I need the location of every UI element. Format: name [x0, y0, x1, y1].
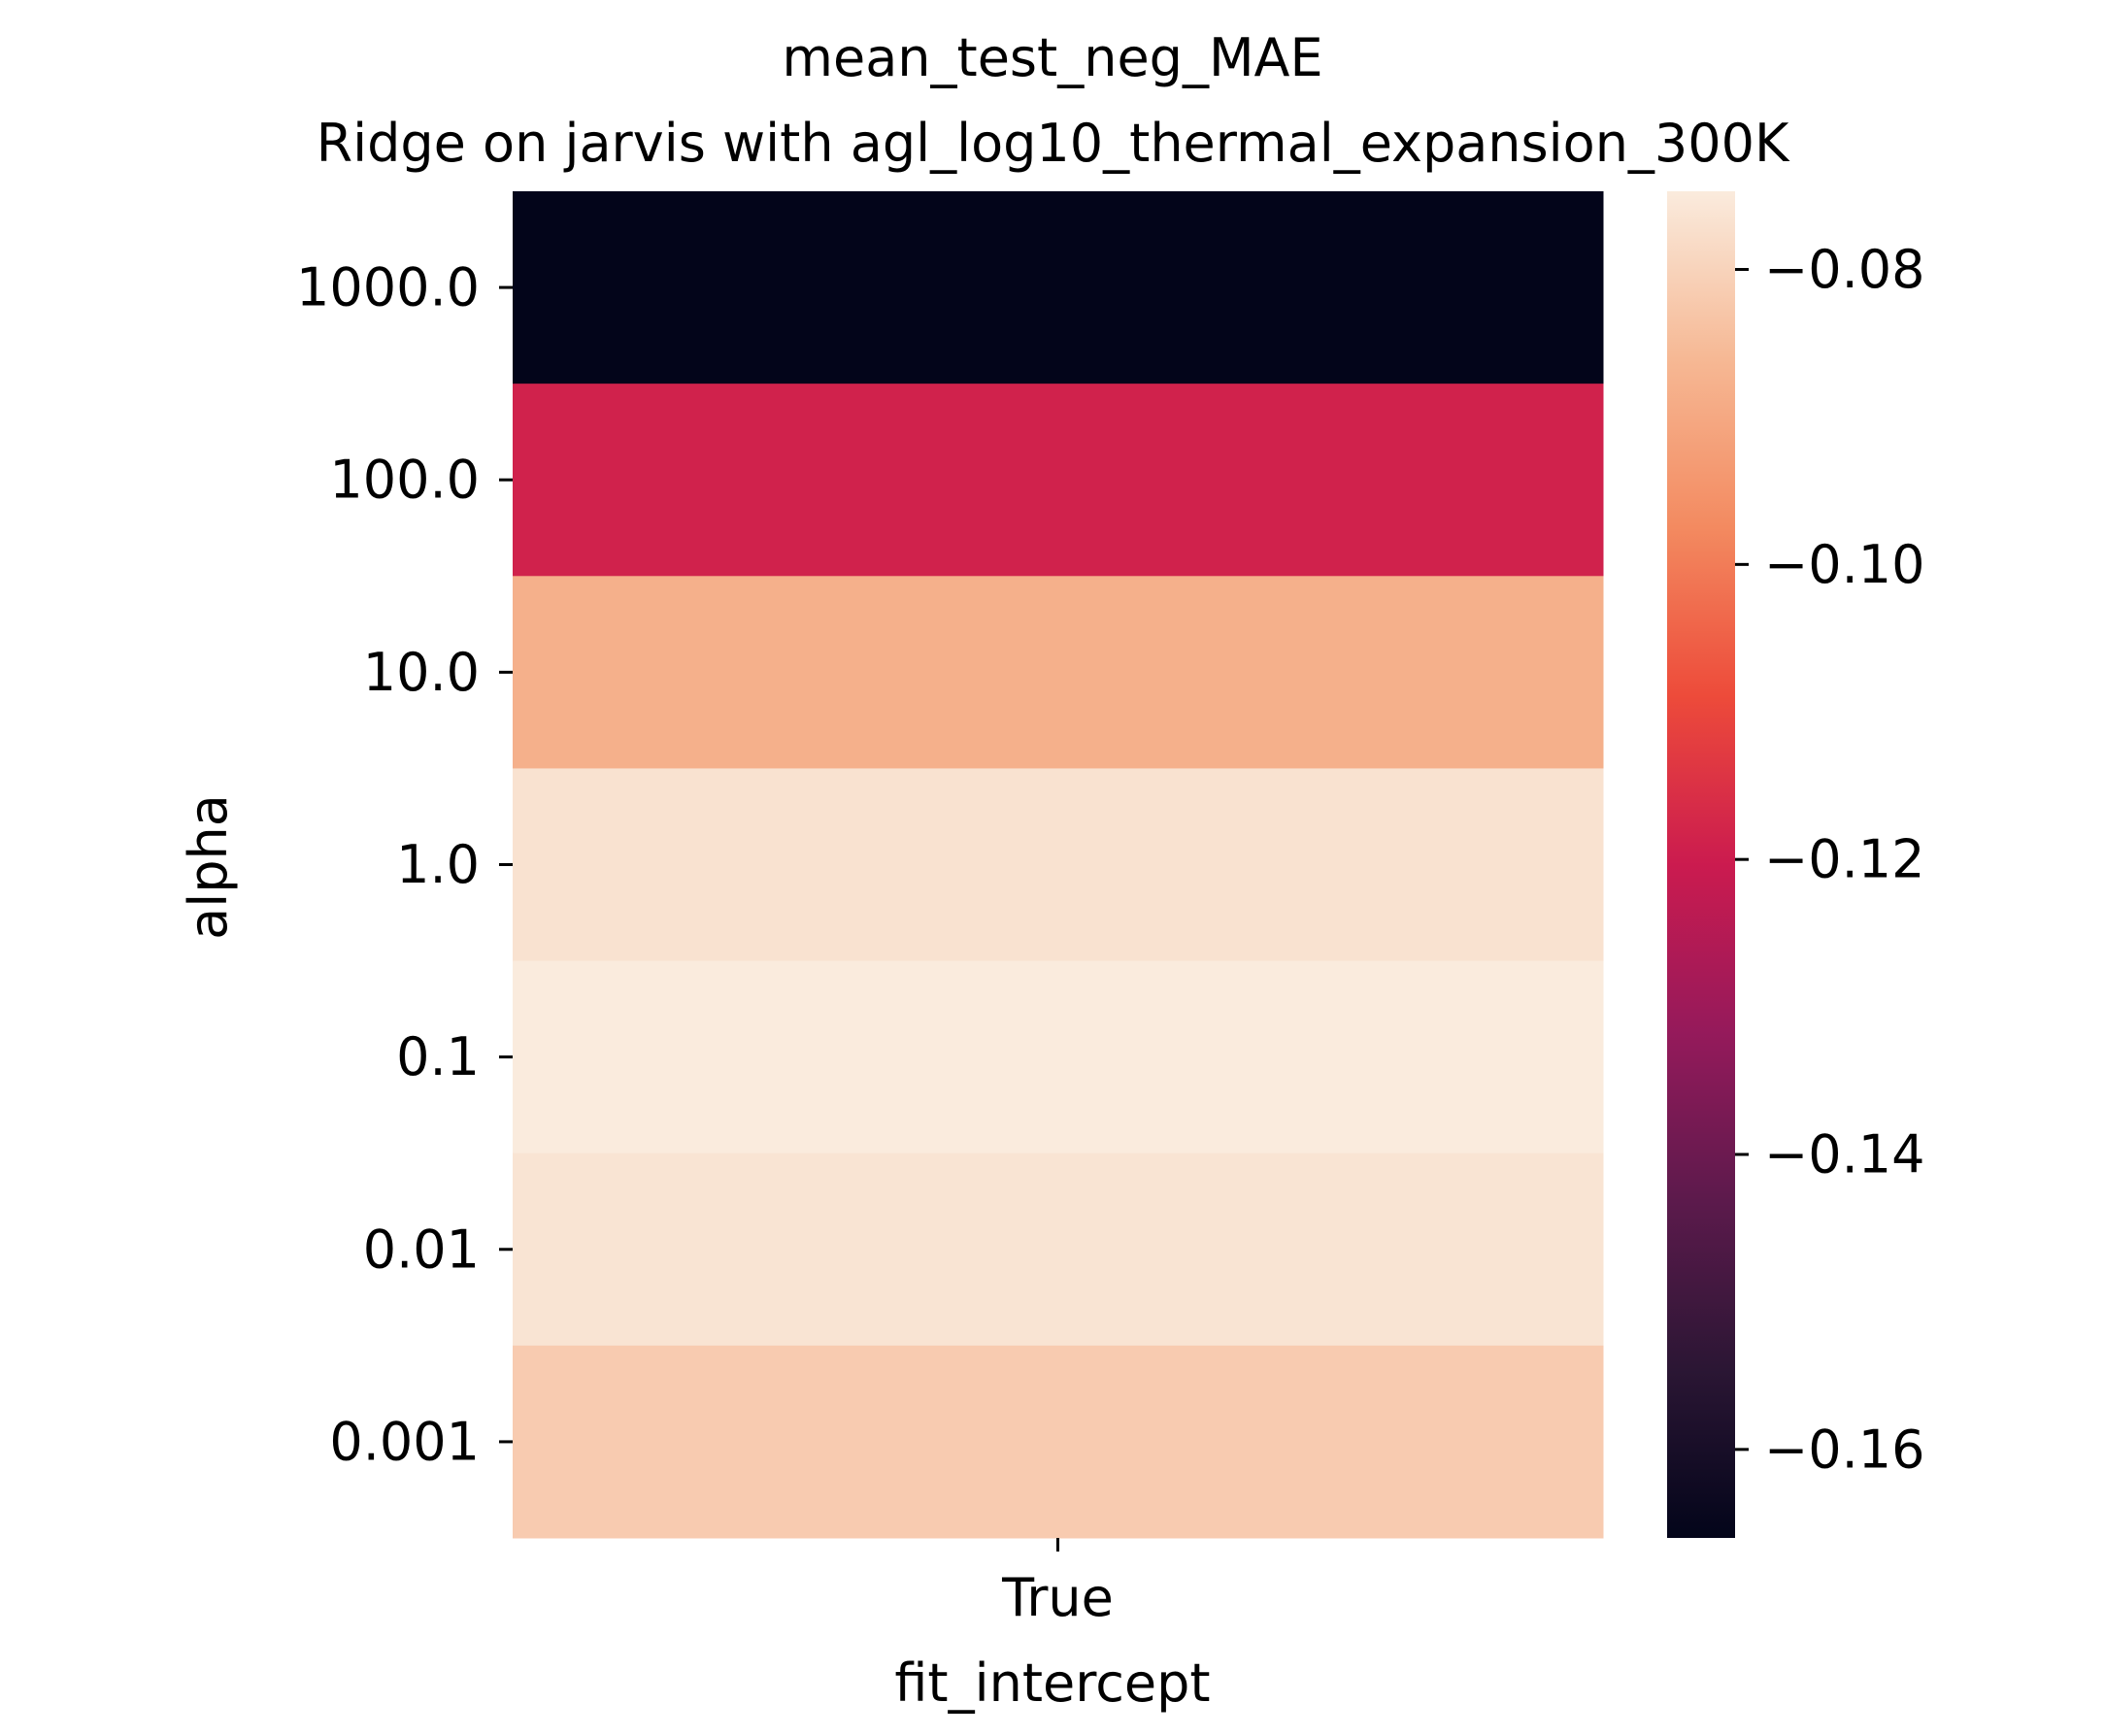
- colorbar-tick-label: −0.16: [1764, 1419, 1924, 1480]
- heatmap-cell: [513, 576, 1604, 769]
- colorbar: [1667, 191, 1735, 1538]
- colorbar-tick-label: −0.10: [1764, 534, 1924, 595]
- x-axis-ticks: True: [1001, 1538, 1114, 1628]
- y-tick-label: 0.01: [363, 1219, 480, 1280]
- colorbar-tick-label: −0.08: [1764, 239, 1924, 300]
- x-tick-label: True: [1001, 1567, 1114, 1628]
- heatmap-cell: [513, 191, 1604, 384]
- heatmap-cells: [513, 191, 1604, 1539]
- colorbar-ticks: −0.08 −0.10 −0.12 −0.14 −0.16: [1735, 239, 1924, 1480]
- y-axis-ticks: 1000.0 100.0 10.0 1.0 0.1 0.01 0.001: [296, 257, 513, 1472]
- heatmap-cell: [513, 768, 1604, 962]
- colorbar-tick-label: −0.12: [1764, 829, 1924, 890]
- heatmap-cell: [513, 1345, 1604, 1539]
- heatmap-cell: [513, 1152, 1604, 1347]
- heatmap-cell: [513, 384, 1604, 577]
- x-axis-label: fit_intercept: [894, 1653, 1210, 1714]
- y-tick-label: 0.001: [329, 1411, 480, 1472]
- y-axis-label: alpha: [178, 794, 239, 940]
- heatmap-cell: [513, 960, 1604, 1154]
- y-tick-label: 100.0: [329, 450, 480, 511]
- colorbar-tick-label: −0.14: [1764, 1124, 1924, 1185]
- y-tick-label: 1000.0: [296, 257, 480, 318]
- y-tick-label: 0.1: [396, 1026, 480, 1087]
- y-tick-label: 1.0: [396, 834, 480, 895]
- y-tick-label: 10.0: [363, 642, 480, 703]
- chart-subtitle: Ridge on jarvis with agl_log10_thermal_e…: [317, 113, 1790, 174]
- chart-title: mean_test_neg_MAE: [782, 27, 1322, 88]
